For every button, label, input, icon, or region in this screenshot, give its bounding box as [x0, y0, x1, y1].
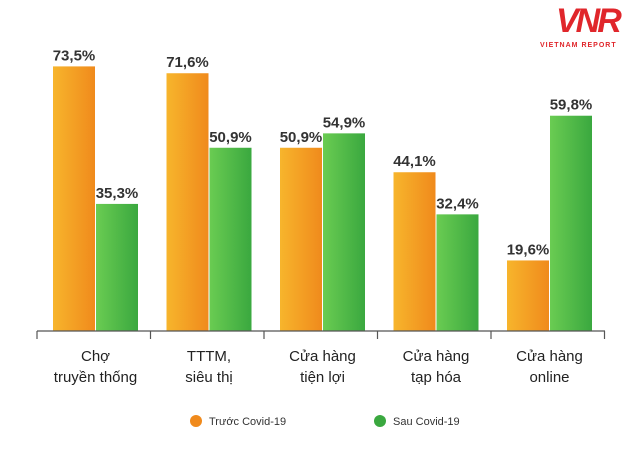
bar-after-1 — [209, 147, 252, 331]
bar-before-1 — [166, 73, 209, 332]
data-label-before-2: 50,9% — [280, 129, 323, 146]
x-axis — [36, 330, 606, 339]
logo-mark: VNR — [556, 2, 622, 40]
vietnam-report-logo: VNR VIETNAM REPORT — [536, 2, 640, 52]
data-label-before-3: 44,1% — [393, 153, 436, 170]
category-label-0-0: Chợ — [81, 348, 110, 365]
bars-group — [53, 66, 592, 332]
bar-after-0 — [96, 203, 138, 331]
bar-before-2 — [280, 147, 322, 331]
bar-before-3 — [393, 172, 436, 331]
bar-before-0 — [53, 66, 95, 332]
category-label-0-1: truyền thống — [54, 369, 137, 386]
category-label-1-0: TTTM, — [187, 348, 231, 365]
category-label-2-1: tiện lợi — [300, 369, 345, 386]
data-label-after-2: 54,9% — [323, 114, 366, 131]
data-label-before-1: 71,6% — [166, 54, 209, 71]
category-label-3-1: tạp hóa — [411, 369, 462, 386]
bar-before-4 — [507, 260, 549, 331]
data-label-before-0: 73,5% — [53, 47, 96, 64]
legend-label-before: Trước Covid-19 — [209, 416, 286, 428]
labels-group: 73,5% 35,3% Chợ truyền thống 71,6% 50,9% TTTM,… — [53, 47, 593, 386]
data-label-after-1: 50,9% — [209, 129, 252, 146]
legend-swatch-before — [190, 415, 202, 427]
data-label-after-4: 59,8% — [550, 97, 593, 114]
category-label-4-0: Cửa hàng — [516, 348, 583, 365]
bar-after-2 — [323, 133, 365, 331]
logo-subtitle: VIETNAM REPORT — [540, 42, 617, 49]
data-label-after-0: 35,3% — [96, 185, 139, 202]
data-label-after-3: 32,4% — [436, 195, 479, 212]
legend-label-after: Sau Covid-19 — [393, 416, 460, 428]
bar-after-3 — [436, 214, 479, 331]
bar-after-4 — [550, 115, 592, 331]
category-label-4-1: online — [529, 369, 569, 386]
data-label-before-4: 19,6% — [507, 241, 550, 258]
legend-swatch-after — [374, 415, 386, 427]
legend: Trước Covid-19 Sau Covid-19 — [190, 415, 460, 428]
category-label-2-0: Cửa hàng — [289, 348, 356, 365]
category-label-3-0: Cửa hàng — [403, 348, 470, 365]
category-label-1-1: siêu thị — [185, 369, 233, 386]
